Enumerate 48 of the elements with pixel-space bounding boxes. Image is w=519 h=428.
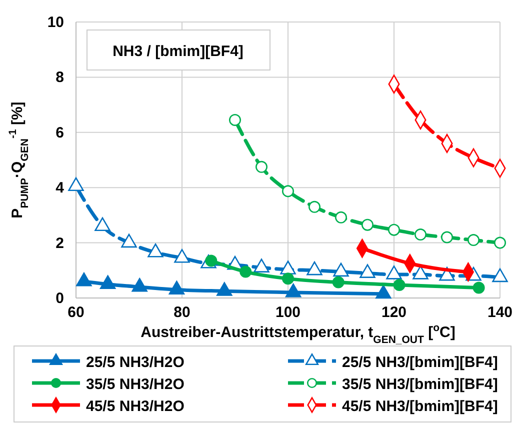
point [386,266,402,280]
legend-label: 45/5 NH3/[bmim][BF4] [342,398,498,415]
point [412,266,428,280]
legend-label: 25/5 NH3/H2O [86,354,185,371]
point [76,272,92,286]
legend-label: 45/5 NH3/H2O [86,398,185,415]
point [174,249,190,263]
point [94,217,110,232]
point [335,211,347,224]
point [362,218,374,231]
y-tick-label: 10 [47,14,64,31]
point [308,200,320,213]
point [306,261,322,276]
point [282,185,294,198]
point [132,278,148,292]
point [388,224,400,236]
point [376,284,392,299]
legend-label: 35/5 NH3/[bmim][BF4] [342,376,498,393]
point [216,282,232,296]
point [229,114,241,126]
y-tick-label: 2 [56,234,64,252]
point [100,275,116,290]
point [121,234,137,248]
point [68,177,84,192]
annotation: NH3 / [bmim][BF4] [112,43,244,60]
y-tick-label: 6 [56,124,64,142]
point [441,231,453,244]
point [254,258,270,272]
y-tick-label: 8 [56,69,64,86]
x-tick-label: 60 [68,304,84,321]
point [280,260,296,274]
point [333,262,349,277]
point [148,243,164,258]
y-tick-label: 0 [56,290,64,307]
point [360,264,376,278]
x-tick-label: 100 [275,304,301,321]
legend-label: 25/5 NH3/[bmim][BF4] [342,354,498,371]
point [285,284,302,298]
x-tick-label: 120 [381,304,407,321]
x-tick-label: 140 [487,304,513,321]
point [168,280,185,295]
y-tick-label: 4 [56,180,65,197]
point [494,236,506,249]
x-axis-title: Austreiber-Austrittstemperatur, t$_{GEN_OUT}$ [$^{o}$C] [140,322,456,346]
point [255,160,268,173]
point [492,268,508,282]
legend-label: 35/5 NH3/H2O [86,376,185,393]
x-tick-label: 80 [174,304,190,321]
